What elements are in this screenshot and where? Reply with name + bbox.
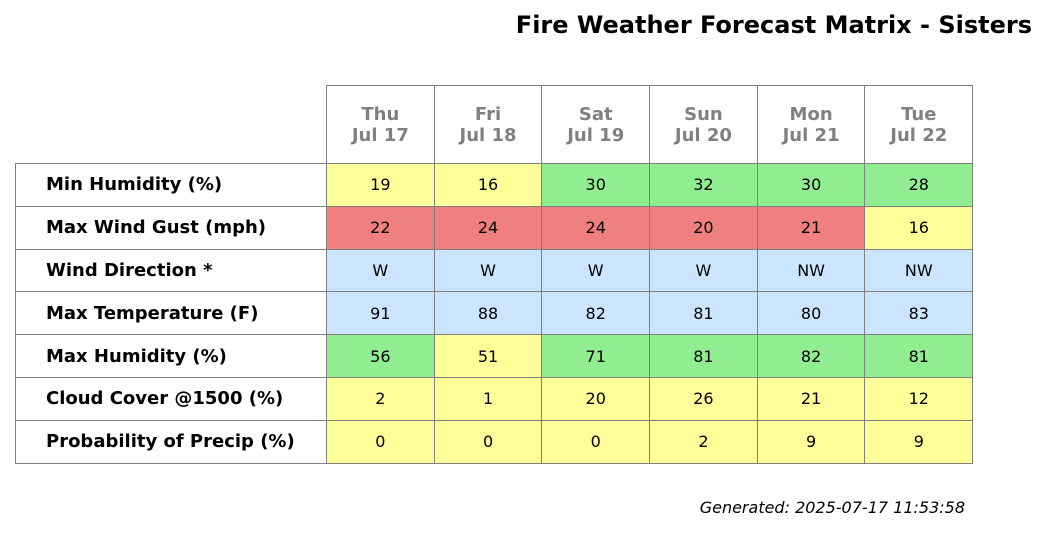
- table-cell: 19: [326, 163, 435, 207]
- day-name: Fri: [474, 103, 502, 125]
- day-date: Jul 21: [782, 124, 840, 146]
- table-cell: 16: [433, 163, 543, 207]
- table-cell: 88: [433, 291, 543, 336]
- table-cell: 51: [433, 334, 543, 378]
- table-cell: W: [649, 248, 758, 293]
- table-row: Max Humidity (%) 56 51 71 81 82 81: [15, 334, 974, 378]
- table-row: Max Temperature (F) 91 88 82 81 80 83: [15, 291, 974, 336]
- table-cell: 0: [433, 419, 543, 464]
- table-cell: 56: [326, 334, 435, 378]
- row-label: Probability of Precip (%): [15, 419, 327, 464]
- header-row: Thu Jul 17 Fri Jul 18 Sat Jul 19 Sun Jul 20 Mon J…: [16, 85, 974, 164]
- row-label: Max Temperature (F): [15, 291, 327, 336]
- day-header: Mon Jul 21: [756, 85, 866, 164]
- table-row: Wind Direction * W W W W NW NW: [15, 248, 974, 293]
- day-date: Jul 20: [674, 124, 732, 146]
- table-cell: 30: [756, 163, 866, 207]
- day-date: Jul 22: [890, 124, 948, 146]
- table-cell: 16: [864, 205, 974, 250]
- table-row: Probability of Precip (%) 0 0 0 2 9 9: [15, 419, 974, 464]
- table-cell: 20: [541, 376, 651, 421]
- day-name: Sat: [578, 103, 613, 125]
- table-row: Max Wind Gust (mph) 22 24 24 20 21 16: [15, 205, 974, 250]
- day-name: Mon: [789, 103, 833, 125]
- day-date: Jul 19: [567, 124, 625, 146]
- corner-cell: [16, 86, 327, 164]
- table-row: Cloud Cover @1500 (%) 2 1 20 26 21 12: [15, 376, 974, 421]
- table-cell: 9: [864, 419, 974, 464]
- table-cell: 2: [326, 376, 435, 421]
- table-cell: 82: [756, 334, 866, 378]
- table-cell: 0: [541, 419, 651, 464]
- day-date: Jul 18: [459, 124, 517, 146]
- row-label: Cloud Cover @1500 (%): [15, 376, 327, 421]
- table-cell: 81: [649, 291, 758, 336]
- day-header: Sat Jul 19: [541, 85, 651, 164]
- table-cell: 2: [649, 419, 758, 464]
- day-name: Thu: [361, 103, 400, 125]
- table-row: Min Humidity (%) 19 16 30 32 30 28: [15, 163, 974, 207]
- table-cell: 82: [541, 291, 651, 336]
- row-label: Wind Direction *: [15, 248, 327, 293]
- day-name: Sun: [684, 103, 723, 125]
- table-cell: NW: [756, 248, 866, 293]
- day-date: Jul 17: [351, 124, 409, 146]
- table-cell: 24: [541, 205, 651, 250]
- table-cell: 20: [649, 205, 758, 250]
- table-cell: W: [541, 248, 651, 293]
- generated-timestamp: Generated: 2025-07-17 11:53:58: [699, 498, 965, 517]
- chart-title: Fire Weather Forecast Matrix - Sisters: [515, 11, 1032, 39]
- table-cell: NW: [864, 248, 974, 293]
- table-cell: 12: [864, 376, 974, 421]
- table-cell: 83: [864, 291, 974, 336]
- table-cell: 9: [756, 419, 866, 464]
- table-cell: 21: [756, 376, 866, 421]
- day-header: Thu Jul 17: [326, 85, 435, 164]
- day-header: Fri Jul 18: [433, 85, 543, 164]
- table-cell: 80: [756, 291, 866, 336]
- day-name: Tue: [901, 103, 937, 125]
- table-cell: W: [326, 248, 435, 293]
- table-cell: 26: [649, 376, 758, 421]
- table-cell: 0: [326, 419, 435, 464]
- table-cell: 21: [756, 205, 866, 250]
- forecast-matrix: Thu Jul 17 Fri Jul 18 Sat Jul 19 Sun Jul 20 Mon J…: [15, 85, 974, 464]
- row-label: Max Wind Gust (mph): [15, 205, 327, 250]
- table-cell: 81: [649, 334, 758, 378]
- day-header: Sun Jul 20: [649, 85, 758, 164]
- day-header: Tue Jul 22: [864, 85, 974, 164]
- table-cell: 24: [433, 205, 543, 250]
- table-cell: 71: [541, 334, 651, 378]
- table-cell: 30: [541, 163, 651, 207]
- table-cell: 28: [864, 163, 974, 207]
- matrix-header: Thu Jul 17 Fri Jul 18 Sat Jul 19 Sun Jul 20 Mon J…: [16, 85, 974, 164]
- matrix-body: Min Humidity (%) 19 16 30 32 30 28 Max Wind Gus…: [15, 163, 974, 464]
- table-cell: 1: [433, 376, 543, 421]
- table-cell: 91: [326, 291, 435, 336]
- table-cell: 81: [864, 334, 974, 378]
- table-cell: 22: [326, 205, 435, 250]
- row-label: Min Humidity (%): [15, 163, 327, 207]
- table-cell: W: [433, 248, 543, 293]
- table-cell: 32: [649, 163, 758, 207]
- row-label: Max Humidity (%): [15, 334, 327, 378]
